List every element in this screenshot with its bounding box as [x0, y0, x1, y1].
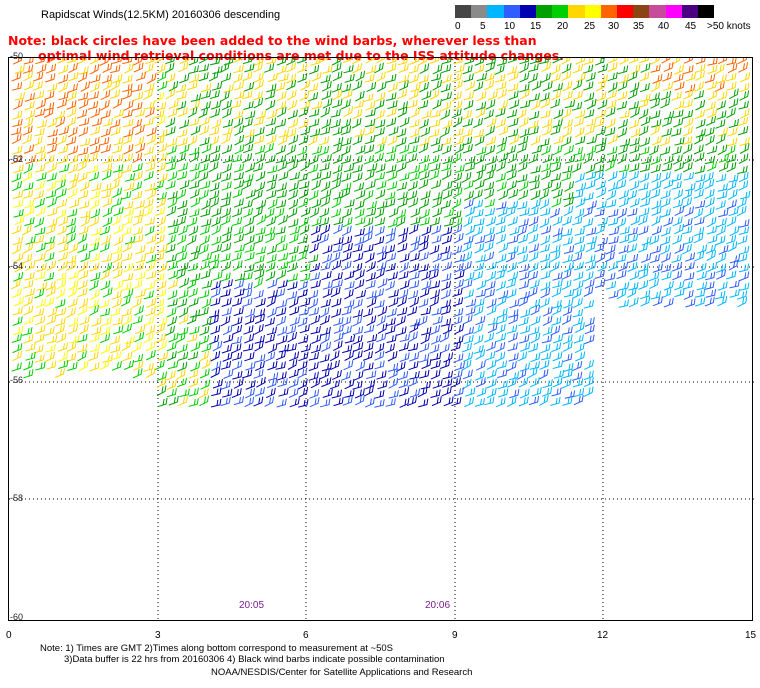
colorbar-label: 35 [633, 21, 645, 32]
lat-label-52: -52 [10, 154, 24, 164]
footnote-line-1: Note: 1) Times are GMT 2)Times along bot… [40, 643, 393, 654]
colorbar-label: 25 [584, 21, 596, 32]
colorbar-swatch [519, 5, 536, 18]
time-label-2: 20:06 [425, 600, 451, 611]
time-label-1: 20:05 [239, 600, 265, 611]
wind-barb-field [9, 52, 754, 622]
colorbar-swatch [649, 5, 666, 18]
colorbar-swatch [568, 5, 585, 18]
lon-label-15: 15 [745, 630, 757, 641]
colorbar-label: 5 [480, 21, 486, 32]
wind-barbs [10, 52, 751, 408]
lon-label-0: 0 [6, 630, 12, 641]
colorbar-swatch [600, 5, 617, 18]
colorbar-swatch [633, 5, 650, 18]
colorbar-label: >50 knots [707, 21, 751, 32]
colorbar-swatch [487, 5, 504, 18]
colorbar-swatch [455, 5, 472, 18]
colorbar-label: 20 [557, 21, 569, 32]
note-line-2: optimal wind retrieval conditions are me… [38, 48, 564, 63]
colorbar-swatch [665, 5, 682, 18]
lon-label-9: 9 [452, 630, 458, 641]
colorbar-label: 15 [530, 21, 542, 32]
colorbar-label: 45 [685, 21, 697, 32]
lat-label-58: -58 [10, 493, 24, 503]
colorbar-label: 10 [504, 21, 516, 32]
colorbar-swatch [617, 5, 634, 18]
lat-label-60: -60 [10, 612, 24, 622]
lon-label-6: 6 [303, 630, 309, 641]
colorbar-swatch [552, 5, 569, 18]
note-line-1: Note: black circles have been added to t… [8, 33, 537, 48]
colorbar-label: 40 [658, 21, 670, 32]
credit-line: NOAA/NESDIS/Center for Satellite Applica… [211, 667, 473, 678]
colorbar-swatch [584, 5, 601, 18]
lat-label-50: -50 [10, 51, 24, 61]
colorbar-label: 30 [608, 21, 620, 32]
colorbar-label: 0 [455, 21, 461, 32]
lon-label-12: 12 [597, 630, 609, 641]
colorbar-swatch [536, 5, 553, 18]
colorbar-swatch [471, 5, 488, 18]
lat-label-56: -56 [10, 375, 24, 385]
wind-map [8, 52, 754, 622]
colorbar-swatch [698, 5, 715, 18]
lon-label-3: 3 [155, 630, 161, 641]
map-title: Rapidscat Winds(12.5KM) 20160306 descend… [41, 9, 281, 21]
lat-label-54: -54 [10, 261, 24, 271]
colorbar-swatch [503, 5, 520, 18]
colorbar-swatch [681, 5, 698, 18]
footnote-line-2: 3)Data buffer is 22 hrs from 20160306 4)… [64, 654, 445, 665]
